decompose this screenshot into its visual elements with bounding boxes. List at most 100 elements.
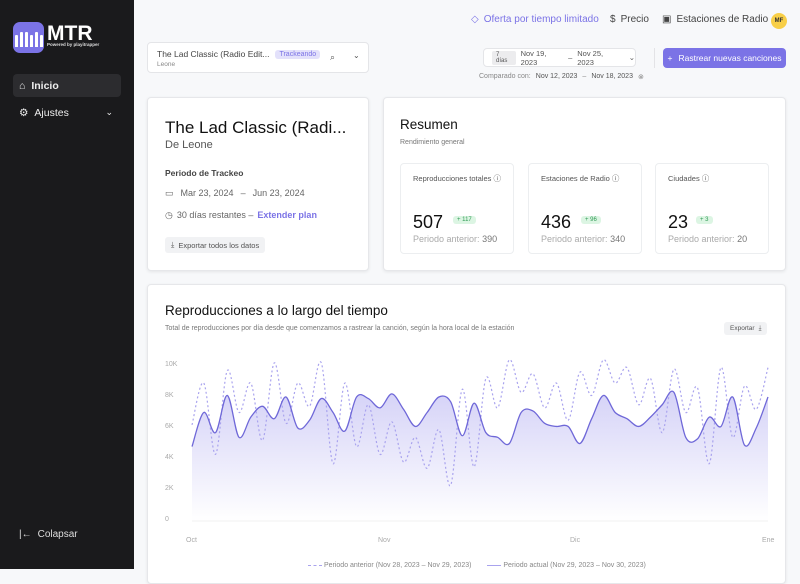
clock-icon: ◷ <box>165 210 173 220</box>
help-icon[interactable]: ⓘ <box>493 174 501 183</box>
song-selector-artist: Leone <box>157 61 176 68</box>
y-tick-label: 10K <box>165 361 178 368</box>
calendar-icon: ▭ <box>165 188 174 198</box>
date-preset: 7 días <box>492 50 516 65</box>
help-icon[interactable]: ⓘ <box>611 174 620 183</box>
stat-label-text: Ciudades <box>668 174 700 183</box>
stat-total-plays: Reproducciones totales ⓘ 507 + 117 Perio… <box>400 163 514 254</box>
clear-compare-icon[interactable]: ⊗ <box>637 74 644 81</box>
prev-value: 20 <box>737 234 748 244</box>
x-tick-label: Ene <box>762 537 775 544</box>
song-selector-title: The Lad Classic (Radio Edit... <box>157 49 270 59</box>
stat-prev: Periodo anterior: 20 <box>668 234 747 244</box>
collapse-button[interactable]: |← Colapsar <box>19 529 78 540</box>
export-label: Exportar <box>730 325 755 332</box>
track-new-songs-button[interactable]: + Rastrear nuevas canciones <box>663 48 786 68</box>
chevron-down-icon: ⌄ <box>628 53 636 62</box>
x-tick-label: Oct <box>186 537 197 544</box>
stat-value: 507 <box>413 212 444 232</box>
tracking-period: ▭ Mar 23, 2024– Jun 23, 2024 <box>165 188 305 199</box>
collapse-label: Colapsar <box>37 529 78 540</box>
dash: – <box>582 73 587 80</box>
stat-label-text: Estaciones de Radio <box>541 174 610 183</box>
prev-value: 340 <box>610 234 626 244</box>
stations-link[interactable]: ▣ Estaciones de Radio <box>662 14 768 25</box>
stat-delta: + 3 <box>696 216 713 224</box>
legend-item-previous[interactable]: Periodo anterior (Nov 28, 2023 – Nov 29,… <box>308 562 471 569</box>
sidebar-item-ajustes[interactable]: ⚙ Ajustes ⌄ <box>13 101 121 124</box>
extend-plan-link[interactable]: Extender plan <box>257 210 317 220</box>
date-start: Nov 19, 2023 <box>520 48 547 67</box>
prev-label: Periodo anterior: <box>668 234 735 244</box>
dash: – <box>568 53 573 62</box>
stat-prev: Periodo anterior: 340 <box>541 234 625 244</box>
collapse-icon: |← <box>19 529 32 540</box>
date-range-picker[interactable]: 7 días Nov 19, 2023 – Nov 25, 2023 ⌄ <box>483 48 636 67</box>
stat-label: Estaciones de Radio ⓘ <box>541 173 619 184</box>
search-icon[interactable]: ⌕ <box>330 52 336 62</box>
summary-card: Resumen Rendimiento general Reproduccion… <box>383 97 786 271</box>
y-tick-label: 0 <box>165 516 169 523</box>
stat-delta: + 96 <box>581 216 601 224</box>
legend-swatch-dotted <box>308 564 322 566</box>
period-start: Mar 23, 2024 <box>180 188 234 198</box>
brand: MTR <box>47 22 93 45</box>
price-link[interactable]: $ Precio <box>610 14 649 25</box>
status-badge: Trackeando <box>275 49 321 59</box>
tag-icon: ◇ <box>471 14 479 25</box>
stat-value: 436 <box>541 212 572 232</box>
download-icon: ⤓ <box>758 324 762 332</box>
logo-icon <box>13 22 44 53</box>
remaining: ◷ 30 días restantes – Extender plan <box>165 210 317 221</box>
gear-icon: ⚙ <box>19 106 29 119</box>
song-artist: De Leone <box>165 139 213 151</box>
dollar-icon: $ <box>610 14 616 25</box>
sidebar: MTR Powered by playitrapper ⌂ Inicio ⚙ Aju… <box>0 0 134 569</box>
x-tick-label: Nov <box>378 537 391 544</box>
series-previous-line <box>191 359 769 486</box>
download-icon: ⤓ <box>171 240 175 249</box>
stat-label: Reproducciones totales ⓘ <box>413 173 501 184</box>
prev-label: Periodo anterior: <box>413 234 480 244</box>
y-tick-label: 8K <box>165 392 174 399</box>
stat-label-text: Reproducciones totales <box>413 174 492 183</box>
brand-sub: Powered by playitrapper <box>47 42 100 47</box>
sidebar-item-label: Inicio <box>31 79 59 92</box>
offer-label: Oferta por tiempo limitado <box>483 14 599 25</box>
divider <box>654 48 655 68</box>
series-current-area <box>192 391 768 521</box>
offer-link[interactable]: ◇ Oferta por tiempo limitado <box>471 14 599 25</box>
remaining-text: 30 días restantes – <box>176 210 254 220</box>
series-current-line <box>191 390 769 447</box>
prev-label: Periodo anterior: <box>541 234 608 244</box>
song-selector[interactable]: The Lad Classic (Radio Edit... Trackeando… <box>147 42 369 73</box>
compared-end: Nov 18, 2023 <box>591 73 633 80</box>
date-end: Nov 25, 2023 <box>577 48 604 67</box>
legend-item-current[interactable]: Periodo actual (Nov 29, 2023 – Nov 30, 2… <box>487 562 646 569</box>
export-all-button[interactable]: ⤓ Exportar todos los datos <box>165 237 266 253</box>
plays-chart <box>191 359 769 522</box>
help-icon[interactable]: ⓘ <box>701 174 710 183</box>
avatar[interactable]: MF <box>771 13 787 29</box>
export-chart-button[interactable]: Exportar ⤓ <box>724 322 768 335</box>
stat-delta: + 117 <box>453 216 476 224</box>
radio-icon: ▣ <box>662 14 672 25</box>
home-icon: ⌂ <box>19 79 26 92</box>
sidebar-item-label: Ajustes <box>34 106 69 119</box>
summary-subtitle: Rendimiento general <box>400 139 465 146</box>
stat-radio-stations: Estaciones de Radio ⓘ 436 + 96 Periodo a… <box>528 163 642 254</box>
legend-swatch-solid <box>487 564 502 566</box>
prev-value: 390 <box>482 234 498 244</box>
y-tick-label: 2K <box>165 485 174 492</box>
period-label: Periodo de Trackeo <box>165 168 244 178</box>
compared-label: Comparado con: <box>479 73 531 80</box>
chart-legend: Periodo anterior (Nov 28, 2023 – Nov 29,… <box>308 562 646 569</box>
sidebar-item-inicio[interactable]: ⌂ Inicio <box>13 74 121 97</box>
compared-range: Comparado con: Nov 12, 2023– Nov 18, 2023 … <box>479 73 644 81</box>
chevron-down-icon[interactable]: ⌄ <box>353 51 360 60</box>
stat-cities: Ciudades ⓘ 23 + 3 Periodo anterior: 20 <box>655 163 769 254</box>
track-button-label: Rastrear nuevas canciones <box>678 53 782 63</box>
legend-label: Periodo anterior (Nov 28, 2023 – Nov 29,… <box>323 562 472 569</box>
stations-label: Estaciones de Radio <box>676 14 769 25</box>
stat-value: 23 <box>668 212 689 232</box>
